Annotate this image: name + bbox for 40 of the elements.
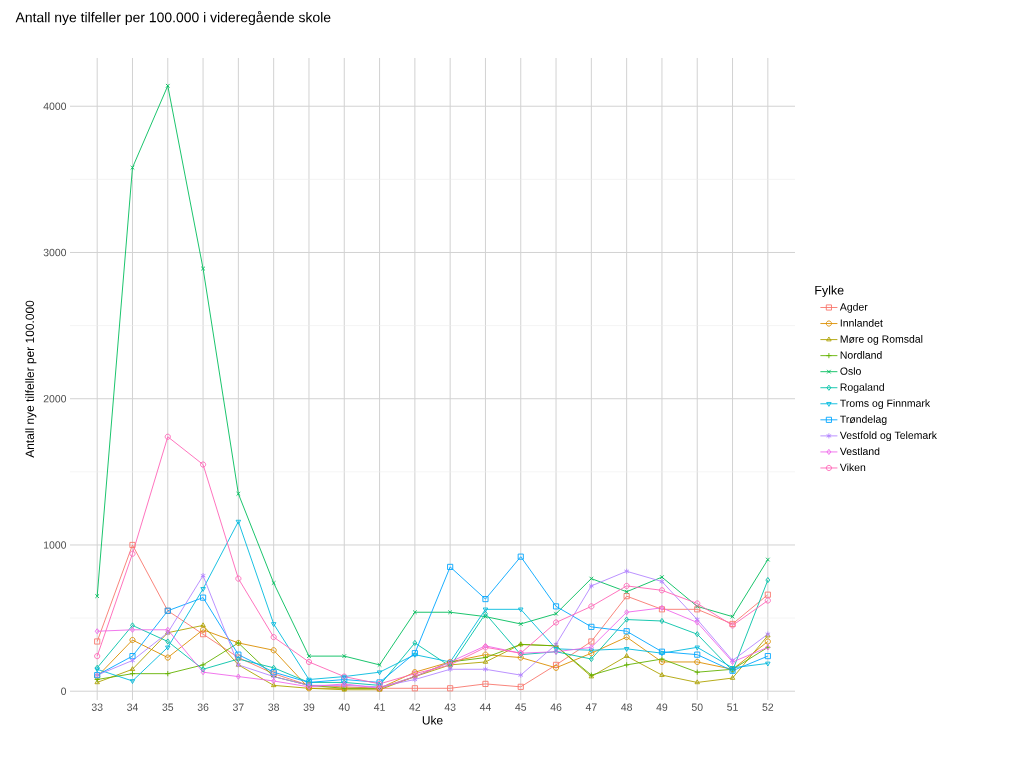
legend-title: Fylke xyxy=(815,285,844,298)
legend-label: Innlandet xyxy=(840,319,883,327)
x-tick-label: 50 xyxy=(691,703,703,711)
x-tick-label: 52 xyxy=(762,703,774,711)
legend-label: Møre og Romsdal xyxy=(840,335,923,345)
x-tick-label: 37 xyxy=(232,703,244,711)
x-tick-label: 40 xyxy=(338,703,350,711)
x-tick-label: 33 xyxy=(91,703,103,711)
x-tick-label: 36 xyxy=(197,703,209,711)
y-tick-label: 4000 xyxy=(43,102,67,110)
x-tick-label: 41 xyxy=(373,703,385,711)
x-tick-label: 46 xyxy=(550,703,562,711)
x-axis-title: Uke xyxy=(422,715,443,725)
x-tick-label: 43 xyxy=(444,703,456,711)
legend-label: Vestland xyxy=(839,447,880,456)
x-tick-label: 45 xyxy=(515,703,527,711)
x-tick-label: 47 xyxy=(585,703,597,711)
x-tick-label: 49 xyxy=(656,703,668,711)
legend-label: Rogaland xyxy=(840,383,884,393)
y-tick-label: 2000 xyxy=(43,395,67,403)
legend-label: Viken xyxy=(839,463,866,472)
chart-title: Antall nye tilfeller per 100.000 i videregående skole xyxy=(15,10,331,26)
legend-label: Agder xyxy=(839,302,868,313)
x-tick-label: 35 xyxy=(162,703,174,711)
x-tick-label: 42 xyxy=(409,703,421,711)
y-tick-label: 0 xyxy=(61,687,67,695)
x-tick-label: 38 xyxy=(268,703,280,711)
y-tick-label: 1000 xyxy=(44,541,67,549)
x-tick-label: 34 xyxy=(127,703,138,711)
legend-label: Trøndelag xyxy=(840,415,887,426)
x-tick-label: 48 xyxy=(621,703,632,711)
x-tick-label: 44 xyxy=(479,703,491,711)
x-tick-label: 39 xyxy=(303,703,315,711)
legend-label: Oslo xyxy=(840,367,861,375)
y-axis-title: Antall nye tilfeller per 100.000 xyxy=(25,300,37,458)
legend-label: Troms og Finnmark xyxy=(840,399,931,409)
legend-label: Nordland xyxy=(840,351,882,359)
y-tick-label: 3000 xyxy=(43,248,67,257)
x-tick-label: 51 xyxy=(727,703,738,711)
legend-label: Vestfold og Telemark xyxy=(839,431,937,442)
